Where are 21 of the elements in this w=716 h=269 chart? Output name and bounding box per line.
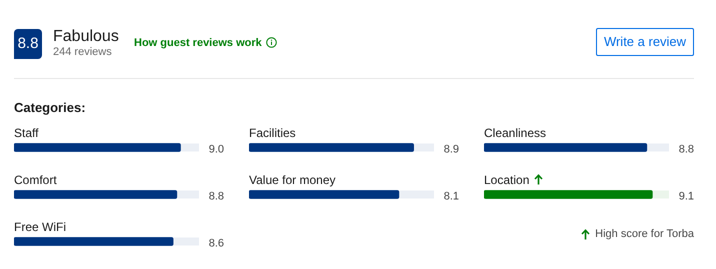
data-label: 8.1 (444, 190, 459, 203)
text: 244 reviews (53, 46, 112, 58)
data-label: 8.9 (444, 144, 459, 156)
y-tick-label: Location (484, 172, 530, 187)
data-label: 8.8 (678, 144, 694, 156)
y-tick-label: Value for money (249, 172, 336, 187)
data-label: 8.6 (208, 238, 224, 250)
text: How guest reviews work (134, 37, 262, 49)
text: Fabulous (53, 28, 119, 46)
y-tick-label: Comfort (14, 172, 58, 187)
y-tick-label: Cleanliness (484, 126, 546, 140)
annotation: Categories: (14, 100, 86, 115)
text: High score for Torba (595, 228, 694, 240)
y-tick-label: Free WiFi (14, 220, 66, 234)
text: Write a review (596, 28, 694, 56)
y-tick-label: Facilities (249, 126, 296, 140)
text: 8.8 (14, 29, 42, 59)
y-tick-label: Staff (14, 126, 40, 140)
data-label: 9.0 (208, 144, 224, 156)
data-label: 9.1 (678, 190, 694, 203)
data-label: 8.8 (208, 190, 224, 203)
